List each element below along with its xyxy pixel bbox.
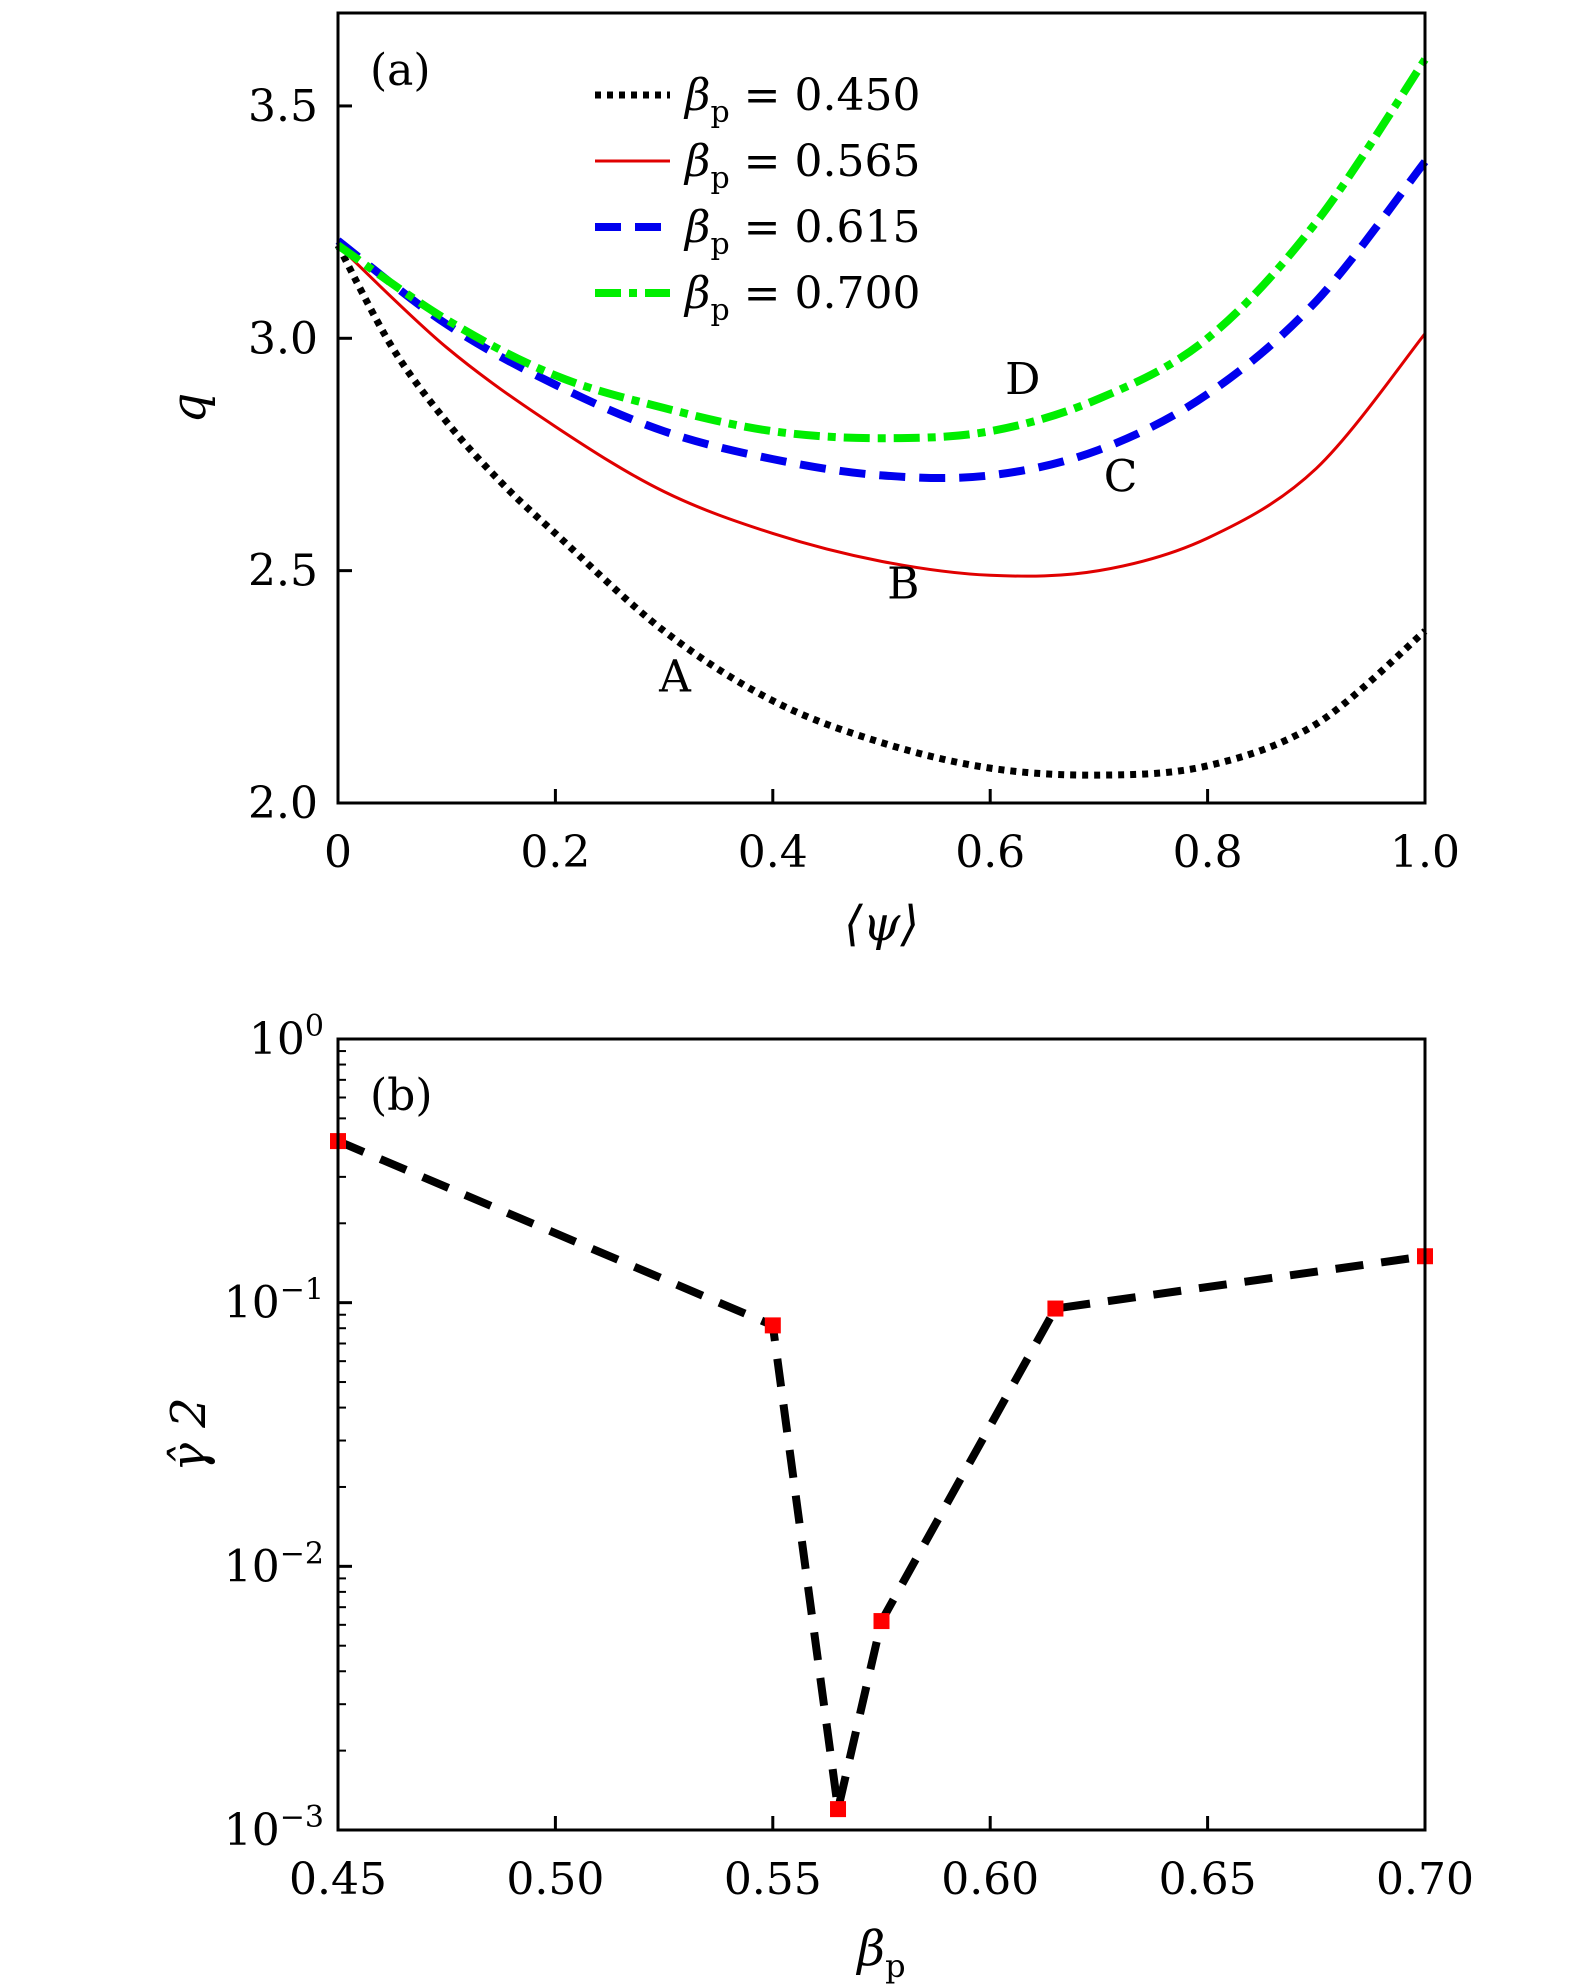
- x-tick-label: 0.70: [1376, 1854, 1474, 1905]
- panel-a: 0 0.2 0.4 0.6 0.8 1.0 2.0 2.5 3.0 3.5 ⟨ψ⟩ q Aβp = 0.…: [161, 11, 1460, 952]
- x-axis-label: ⟨ψ⟩: [844, 896, 919, 952]
- data-point: [764, 1317, 781, 1334]
- series-line-A: [334, 243, 1428, 779]
- legend-entry: βp = 0.700: [683, 268, 920, 328]
- panel-label: (a): [370, 45, 431, 96]
- y-tick-label: 3.5: [248, 81, 318, 132]
- x-tick-label: 0.4: [738, 827, 808, 878]
- x-tick-label: 1.0: [1390, 827, 1460, 878]
- x-tick-label: 0.60: [941, 1854, 1039, 1905]
- y-axis-label: q: [161, 393, 217, 424]
- y-tick-label: 10−1: [224, 1273, 324, 1329]
- y-tick-label: 100: [249, 1009, 324, 1065]
- x-tick-label: 0: [324, 827, 352, 878]
- legend-entry: βp = 0.450: [683, 70, 920, 130]
- panel-b: 0.45 0.50 0.55 0.60 0.65 0.70 10−3 10−2 10−1 100 β…: [161, 1009, 1474, 1984]
- series-line: [336, 1137, 1426, 1811]
- x-axis-label: βp: [855, 1921, 905, 1984]
- series-line-C: [335, 159, 1429, 483]
- x-tick-label: 0.8: [1173, 827, 1243, 878]
- x-tick-label: 0.2: [520, 827, 590, 878]
- curve-label-A: A: [658, 651, 692, 702]
- x-tick-label: 0.45: [289, 1854, 387, 1905]
- y-tick-label: 2.0: [248, 778, 318, 829]
- plot-frame: [336, 11, 1427, 805]
- series-line-D: [335, 57, 1429, 443]
- panel-label: (b): [370, 1070, 433, 1121]
- x-tick-label: 0.6: [955, 827, 1025, 878]
- y-tick-label: 3.0: [248, 313, 318, 364]
- plot-frame: [336, 1037, 1427, 1832]
- legend-entry: βp = 0.565: [683, 136, 920, 196]
- data-point: [830, 1801, 847, 1818]
- x-tick-label: 0.50: [506, 1854, 604, 1905]
- curve-label-C: C: [1104, 452, 1138, 503]
- x-tick-label: 0.55: [724, 1854, 822, 1905]
- curve-label-D: D: [1005, 354, 1040, 405]
- legend-entry: βp = 0.615: [683, 202, 920, 262]
- y-tick-label: 10−2: [224, 1536, 324, 1592]
- y-axis-label: γ̂ 2: [161, 1397, 217, 1471]
- x-tick-label: 0.65: [1159, 1854, 1257, 1905]
- curve-label-B: B: [887, 559, 919, 610]
- y-tick-label: 10−3: [224, 1800, 324, 1856]
- data-point: [873, 1613, 890, 1630]
- series-line-B: [336, 244, 1427, 578]
- y-tick-label: 2.5: [248, 546, 318, 597]
- data-point: [1047, 1300, 1064, 1317]
